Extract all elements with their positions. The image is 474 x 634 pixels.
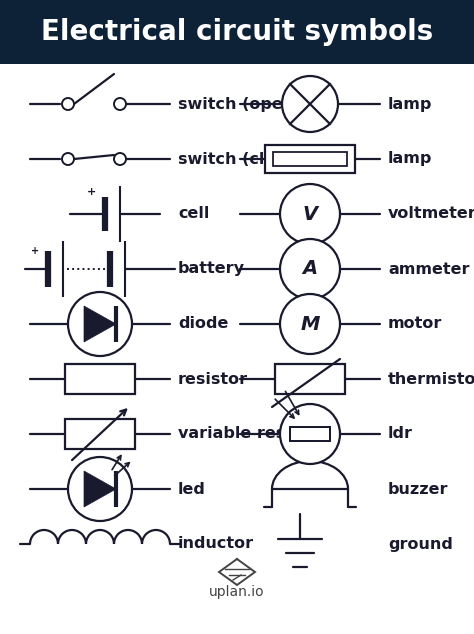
Circle shape	[282, 76, 338, 132]
Bar	[273, 152, 347, 166]
Circle shape	[62, 153, 74, 165]
Text: +: +	[87, 187, 97, 197]
Text: variable resistor: variable resistor	[178, 427, 327, 441]
Circle shape	[114, 153, 126, 165]
Text: ammeter: ammeter	[388, 261, 470, 276]
Text: M: M	[301, 314, 319, 333]
Bar	[265, 145, 355, 173]
Text: switch (close): switch (close)	[178, 152, 303, 167]
Text: +: +	[31, 246, 39, 256]
Circle shape	[280, 239, 340, 299]
Text: lamp: lamp	[388, 96, 432, 112]
Circle shape	[114, 98, 126, 110]
Text: lamp: lamp	[388, 152, 432, 167]
Text: battery: battery	[178, 261, 245, 276]
Polygon shape	[84, 306, 116, 342]
Text: cell: cell	[178, 207, 210, 221]
Circle shape	[68, 457, 132, 521]
Text: Electrical circuit symbols: Electrical circuit symbols	[41, 18, 433, 46]
Text: ldr: ldr	[388, 427, 413, 441]
Text: inductor: inductor	[178, 536, 254, 552]
Bar	[290, 427, 330, 441]
Bar	[65, 419, 135, 449]
Text: diode: diode	[178, 316, 228, 332]
Text: uplan.io: uplan.io	[209, 585, 265, 599]
Circle shape	[280, 294, 340, 354]
Text: switch (open): switch (open)	[178, 96, 301, 112]
Text: buzzer: buzzer	[388, 481, 448, 496]
Bar	[275, 364, 345, 394]
Text: V: V	[302, 205, 318, 224]
Text: thermistor: thermistor	[388, 372, 474, 387]
Text: led: led	[178, 481, 206, 496]
Text: ground: ground	[388, 536, 453, 552]
Circle shape	[68, 292, 132, 356]
Polygon shape	[84, 471, 116, 507]
Circle shape	[280, 404, 340, 464]
Text: motor: motor	[388, 316, 442, 332]
Text: A: A	[302, 259, 318, 278]
Text: voltmeter: voltmeter	[388, 207, 474, 221]
Circle shape	[62, 98, 74, 110]
Bar	[0, 0, 474, 64]
Text: resistor: resistor	[178, 372, 248, 387]
Circle shape	[280, 184, 340, 244]
Bar	[65, 364, 135, 394]
